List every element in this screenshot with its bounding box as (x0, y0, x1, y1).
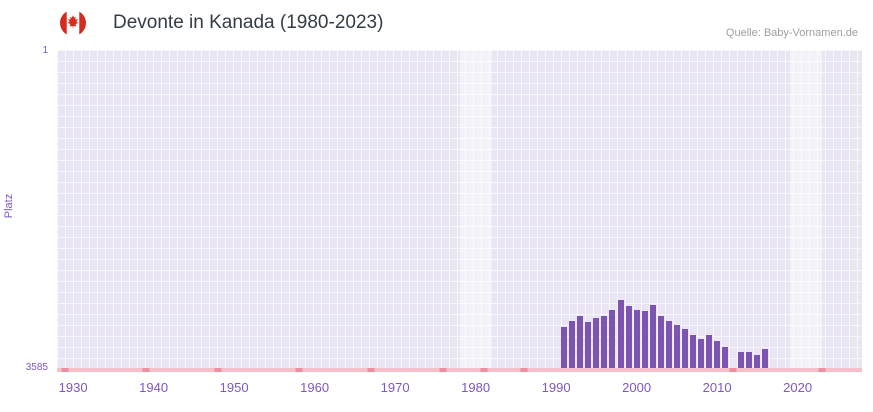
rank-bar-2015[interactable] (754, 355, 761, 368)
x-tick-label-2020: 2020 (783, 380, 813, 395)
rank-bar-1997[interactable] (609, 309, 616, 368)
plot-area (57, 50, 862, 372)
rank-bar-1992[interactable] (569, 320, 576, 368)
source-credit: Quelle: Baby-Vornamen.de (725, 27, 858, 39)
rank-bar-1999[interactable] (625, 306, 632, 368)
no-rank-marker-2023 (818, 368, 826, 372)
x-tick-label-1930: 1930 (58, 380, 88, 395)
rank-bar-2005[interactable] (673, 325, 680, 368)
rank-bar-2010[interactable] (714, 340, 721, 368)
no-rank-marker-2012 (729, 368, 737, 372)
rank-bar-2008[interactable] (698, 339, 704, 368)
rank-bar-2007[interactable] (689, 334, 696, 368)
x-tick-label-1970: 1970 (380, 380, 410, 395)
rank-bar-1996[interactable] (601, 316, 608, 368)
no-rank-marker-1958 (295, 368, 302, 372)
rank-bar-1995[interactable] (593, 317, 600, 368)
x-tick-label-2010: 2010 (702, 380, 732, 395)
rank-bar-2006[interactable] (681, 329, 688, 368)
bars-layer (57, 50, 862, 372)
rank-bar-2009[interactable] (706, 334, 713, 368)
rank-bar-2013[interactable] (738, 351, 745, 368)
x-tick-label-1960: 1960 (300, 380, 330, 395)
page-title: Devonte in Kanada (1980-2023) (113, 12, 384, 33)
x-tick-label-1990: 1990 (541, 380, 571, 395)
no-rank-marker-1929 (61, 368, 69, 372)
rank-bar-2003[interactable] (657, 316, 664, 368)
rank-bar-2014[interactable] (746, 351, 753, 368)
x-tick-label-1940: 1940 (139, 380, 169, 395)
rank-bar-2000[interactable] (633, 309, 640, 368)
no-rank-marker-1976 (439, 368, 447, 372)
no-rank-marker-1939 (142, 368, 150, 372)
y-tick-bottom: 3585 (25, 362, 48, 373)
rank-bar-1993[interactable] (577, 316, 584, 368)
rank-bar-1991[interactable] (561, 326, 568, 368)
chart-header: Devonte in Kanada (1980-2023) Quelle: Ba… (0, 0, 873, 46)
rank-bar-1994[interactable] (585, 322, 592, 368)
rank-bar-2011[interactable] (722, 347, 729, 368)
highlight-bands-layer (57, 50, 862, 372)
rank-bar-2002[interactable] (649, 304, 656, 368)
rank-bar-2016[interactable] (762, 348, 769, 368)
no-rank-marker-1986 (520, 368, 528, 372)
x-tick-label-1980: 1980 (461, 380, 491, 395)
no-rank-marker-1967 (367, 368, 375, 372)
rank-bar-1998[interactable] (617, 300, 624, 368)
x-tick-label-1950: 1950 (219, 380, 249, 395)
y-axis-label: Platz (3, 193, 15, 219)
y-tick-top: 1 (42, 45, 48, 56)
rank-bar-2001[interactable] (641, 310, 648, 368)
x-tick-label-2000: 2000 (622, 380, 652, 395)
highlight-band (789, 50, 822, 372)
x-axis: 1930 1940 1950 1960 1970 1980 1990 2000 2010 2020 (57, 380, 862, 402)
markers-layer (57, 50, 862, 372)
no-rank-marker-1981 (480, 368, 488, 372)
x-axis-baseline (57, 368, 862, 372)
highlight-band (459, 50, 492, 372)
rank-bar-2004[interactable] (665, 321, 672, 368)
canada-flag-icon (60, 10, 86, 36)
no-rank-marker-1948 (214, 368, 222, 372)
